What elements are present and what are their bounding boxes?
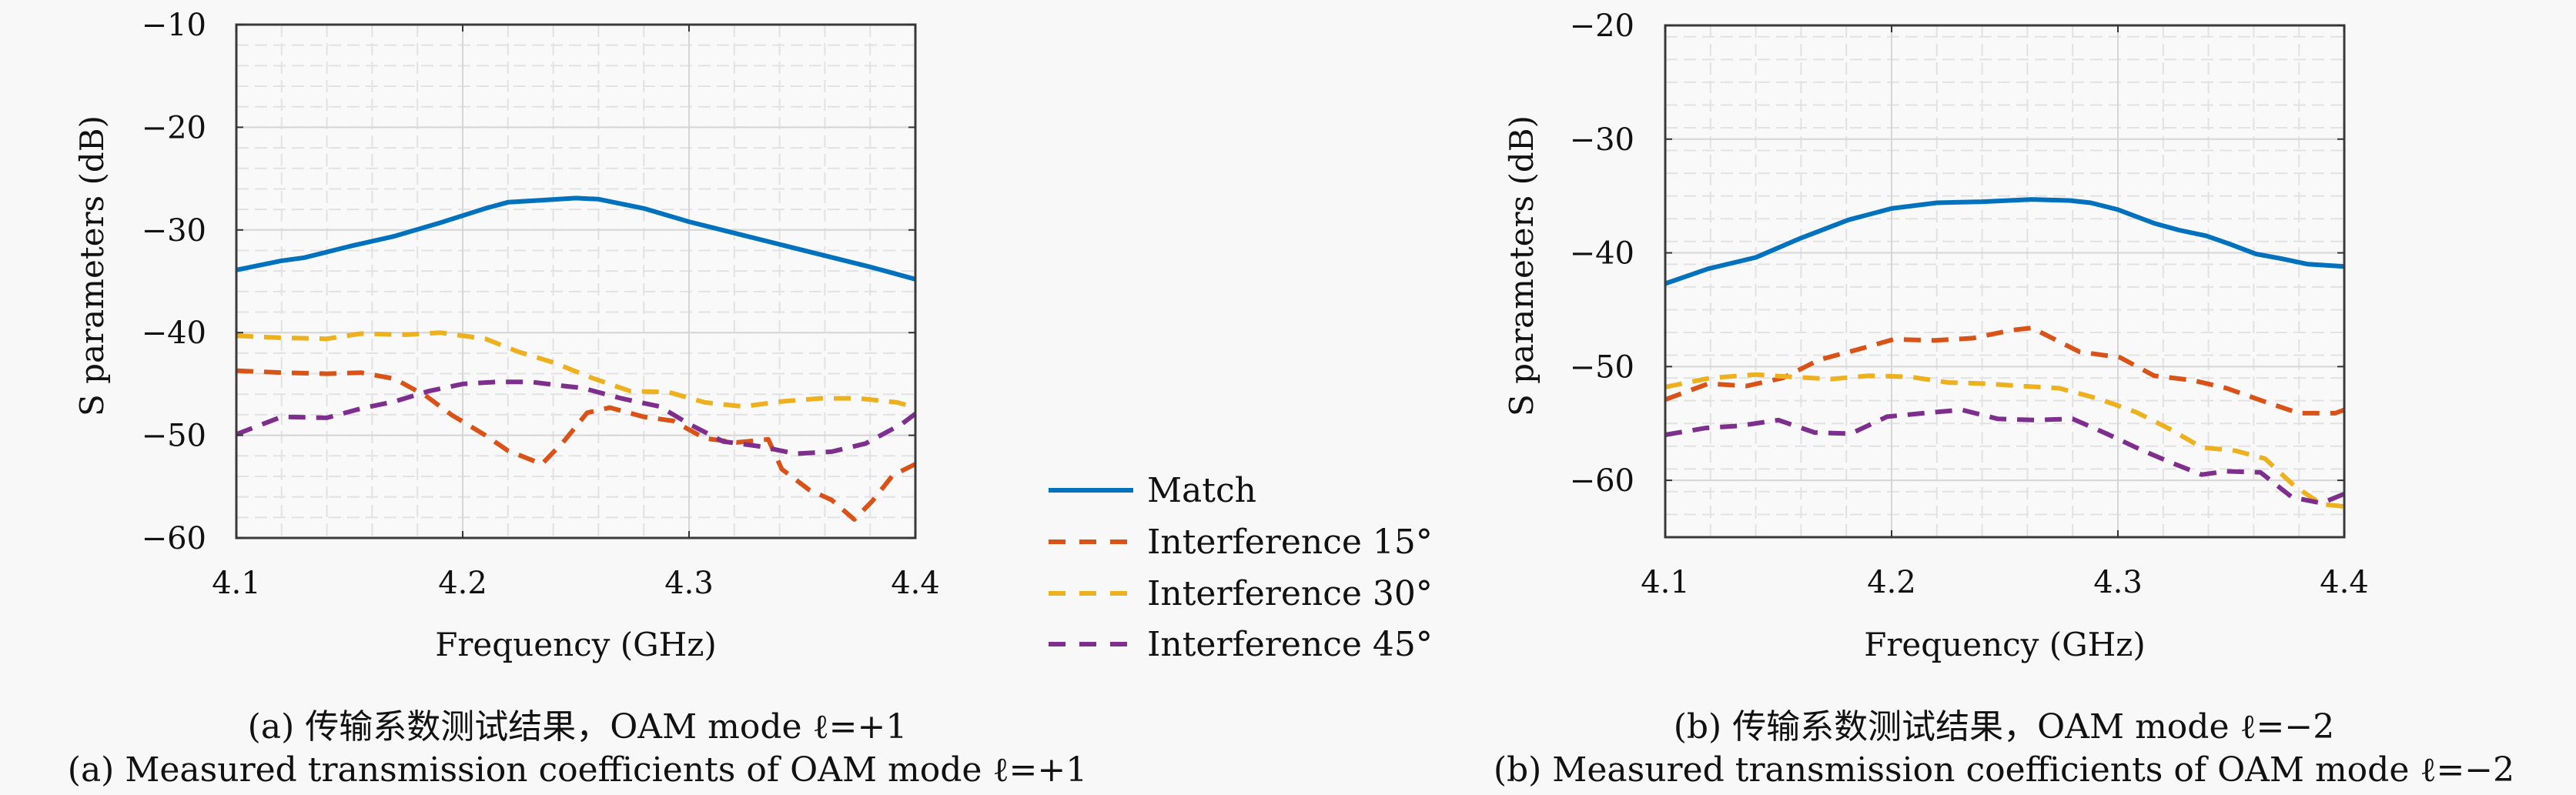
x-tick-label: 4.4 [891,566,940,601]
y-tick-label: −50 [142,419,206,454]
series-line-match [236,195,916,282]
y-tick-label: −40 [142,316,206,351]
caption-b-en: (b) Measured transmission coefficients o… [1493,750,2515,790]
x-axis-label: Frequency (GHz) [1864,626,2146,663]
x-tick-label: 4.3 [2093,565,2143,600]
y-tick-label: −20 [142,110,206,145]
legend-label: Interference 30° [1147,574,1433,613]
series-line-match [1664,197,2345,286]
series-line-interference-15 [236,368,917,522]
x-tick-label: 4.3 [664,566,714,601]
x-tick-label: 4.1 [1641,565,1690,600]
panel-b: 4.1 4.2 4.3 4.4 −20 −30 −40 −50 −60 Frequency (GH… [1503,8,2369,663]
series-line-interference-45 [235,379,917,456]
plot-area [236,25,915,538]
series-line-interference-45 [1664,407,2346,506]
x-tick-label: 4.1 [212,566,261,601]
panel-a: 4.1 4.2 4.3 4.4 −10 −20 −30 −40 −50 −60 Frequency … [73,8,940,663]
legend-label: Interference 45° [1147,625,1433,664]
x-tick-label: 4.2 [438,566,487,601]
series-line-interference-30 [236,330,916,410]
legend-label: Match [1147,471,1256,510]
y-tick-label: −30 [1570,122,1634,158]
x-tick-label: 4.4 [2320,565,2369,600]
y-tick-label: −60 [1570,463,1634,499]
y-tick-label: −50 [1570,349,1634,385]
series-line-interference-30 [1664,372,2345,509]
y-tick-label: −20 [1570,8,1634,44]
plot-area [1665,25,2344,537]
x-tick-label: 4.2 [1867,565,1916,600]
x-axis-label: Frequency (GHz) [435,626,717,663]
legend-label: Interference 15° [1147,523,1433,562]
axes-box [235,23,917,539]
y-axis-label: S parameters (dB) [1503,115,1541,416]
caption-b-cn: (b) 传输系数测试结果，OAM mode ℓ=−2 [1673,707,2335,747]
series-line-interference-15 [1664,326,2346,416]
legend: Match Interference 15° Interference 30° Int… [1049,471,1433,664]
y-axis-label: S parameters (dB) [73,115,111,416]
y-tick-label: −10 [142,8,206,43]
axes-box [1664,24,2346,539]
y-tick-label: −60 [142,521,206,556]
y-tick-label: −40 [1570,236,1634,272]
caption-a-en: (a) Measured transmission coefficients o… [67,750,1088,790]
caption-a-cn: (a) 传输系数测试结果，OAM mode ℓ=+1 [247,707,908,747]
y-tick-label: −30 [142,213,206,249]
